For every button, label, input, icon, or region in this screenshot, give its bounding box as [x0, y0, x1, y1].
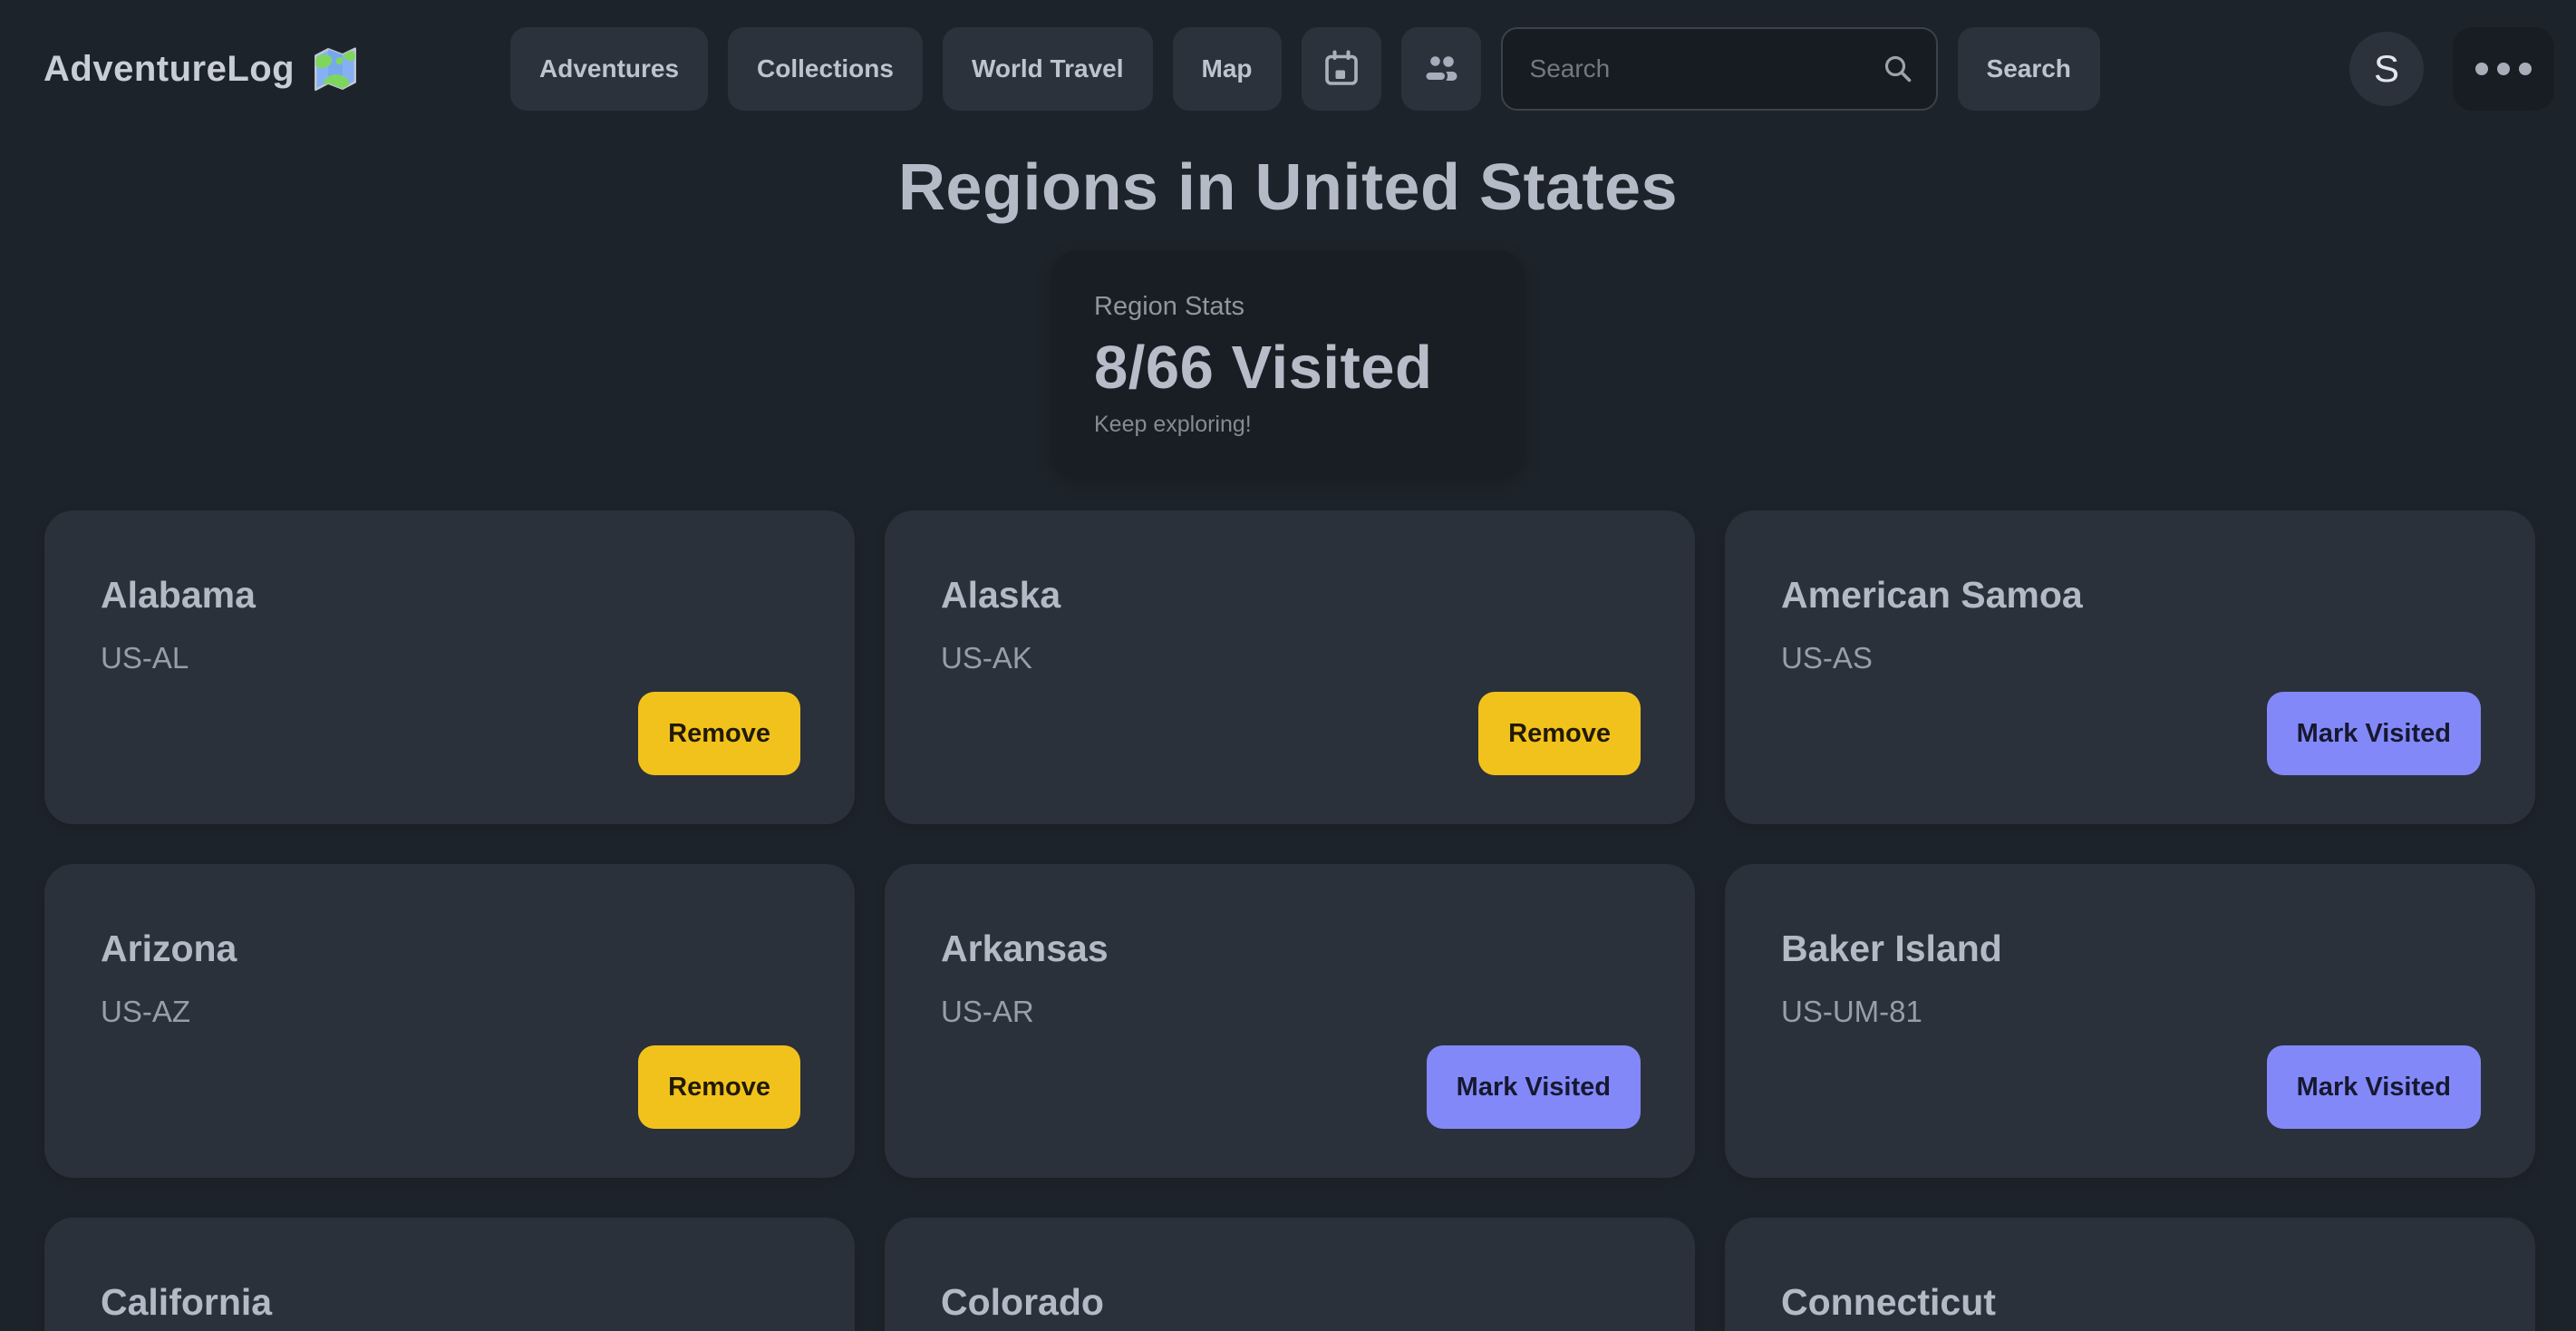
- page-title: Regions in United States: [897, 151, 1679, 224]
- region-code: US-AR: [941, 995, 1034, 1028]
- nav-menu: Adventures Collections World Travel Map: [510, 0, 2100, 138]
- users-button[interactable]: [1400, 27, 1481, 111]
- search-box: [1500, 27, 1938, 111]
- more-menu-button[interactable]: [2453, 27, 2554, 111]
- region-name: Alaska: [941, 574, 1061, 616]
- region-name: Connecticut: [1781, 1281, 1996, 1323]
- region-card: Colorado US-CO: [885, 1218, 1695, 1331]
- mark-visited-button[interactable]: Mark Visited: [2266, 692, 2481, 775]
- stat-title: Region Stats: [1094, 292, 1245, 321]
- remove-button[interactable]: Remove: [638, 1045, 800, 1129]
- avatar[interactable]: S: [2349, 32, 2424, 106]
- region-card-actions: Remove: [941, 692, 1641, 775]
- region-card: Arizona US-AZ Remove: [44, 864, 855, 1178]
- region-code: US-AS: [1781, 641, 1873, 675]
- users-icon: [1423, 53, 1457, 83]
- nav-adventures[interactable]: Adventures: [510, 27, 709, 111]
- region-card-actions: Mark Visited: [941, 1045, 1641, 1129]
- map-emoji-logo: [315, 47, 357, 92]
- region-name: California: [101, 1281, 273, 1323]
- calendar-button[interactable]: [1301, 27, 1381, 111]
- region-code: US-UM-81: [1781, 995, 1922, 1028]
- remove-button[interactable]: Remove: [638, 692, 800, 775]
- region-card: Connecticut US-CT: [1725, 1218, 2535, 1331]
- ellipsis-icon: [2475, 63, 2488, 75]
- region-card: Alabama US-AL Remove: [44, 510, 855, 824]
- search-input[interactable]: [1500, 27, 1938, 111]
- calendar-icon: [1324, 50, 1358, 85]
- region-card-actions: Remove: [101, 1045, 800, 1129]
- stat-desc: Keep exploring!: [1094, 412, 1252, 437]
- avatar-initial: S: [2373, 47, 2399, 90]
- stat-value: 8/66 Visited: [1094, 334, 1433, 402]
- navbar: AdventureLog Adventures Collections Worl…: [0, 0, 2576, 138]
- app-title: AdventureLog: [44, 48, 295, 89]
- region-name: Alabama: [101, 574, 256, 616]
- region-card: Alaska US-AK Remove: [885, 510, 1695, 824]
- search-button[interactable]: Search: [1957, 27, 2100, 111]
- region-stats-card: Region Stats 8/66 Visited Keep exploring…: [1051, 250, 1525, 478]
- mark-visited-button[interactable]: Mark Visited: [1426, 1045, 1641, 1129]
- region-name: Baker Island: [1781, 928, 2002, 969]
- region-card: Arkansas US-AR Mark Visited: [885, 864, 1695, 1178]
- region-card: Baker Island US-UM-81 Mark Visited: [1725, 864, 2535, 1178]
- region-code: US-AK: [941, 641, 1032, 675]
- region-name: Arizona: [101, 928, 237, 969]
- region-card-actions: Remove: [101, 692, 800, 775]
- nav-world-travel[interactable]: World Travel: [942, 27, 1153, 111]
- region-code: US-AL: [101, 641, 189, 675]
- region-name: American Samoa: [1781, 574, 2083, 616]
- region-name: Arkansas: [941, 928, 1109, 969]
- region-code: US-AZ: [101, 995, 190, 1028]
- region-card-actions: Mark Visited: [1781, 1045, 2481, 1129]
- nav-map[interactable]: Map: [1172, 27, 1282, 111]
- region-card: California US-CA: [44, 1218, 855, 1331]
- mark-visited-button[interactable]: Mark Visited: [2266, 1045, 2481, 1129]
- region-card: American Samoa US-AS Mark Visited: [1725, 510, 2535, 824]
- regions-grid: Alabama US-AL Remove Alaska US-AK Remove…: [44, 510, 2535, 1331]
- brand-logo[interactable]: AdventureLog: [44, 0, 362, 138]
- region-name: Colorado: [941, 1281, 1104, 1323]
- nav-collections[interactable]: Collections: [728, 27, 923, 111]
- region-card-actions: Mark Visited: [1781, 692, 2481, 775]
- remove-button[interactable]: Remove: [1478, 692, 1641, 775]
- navbar-right: S: [2349, 0, 2554, 138]
